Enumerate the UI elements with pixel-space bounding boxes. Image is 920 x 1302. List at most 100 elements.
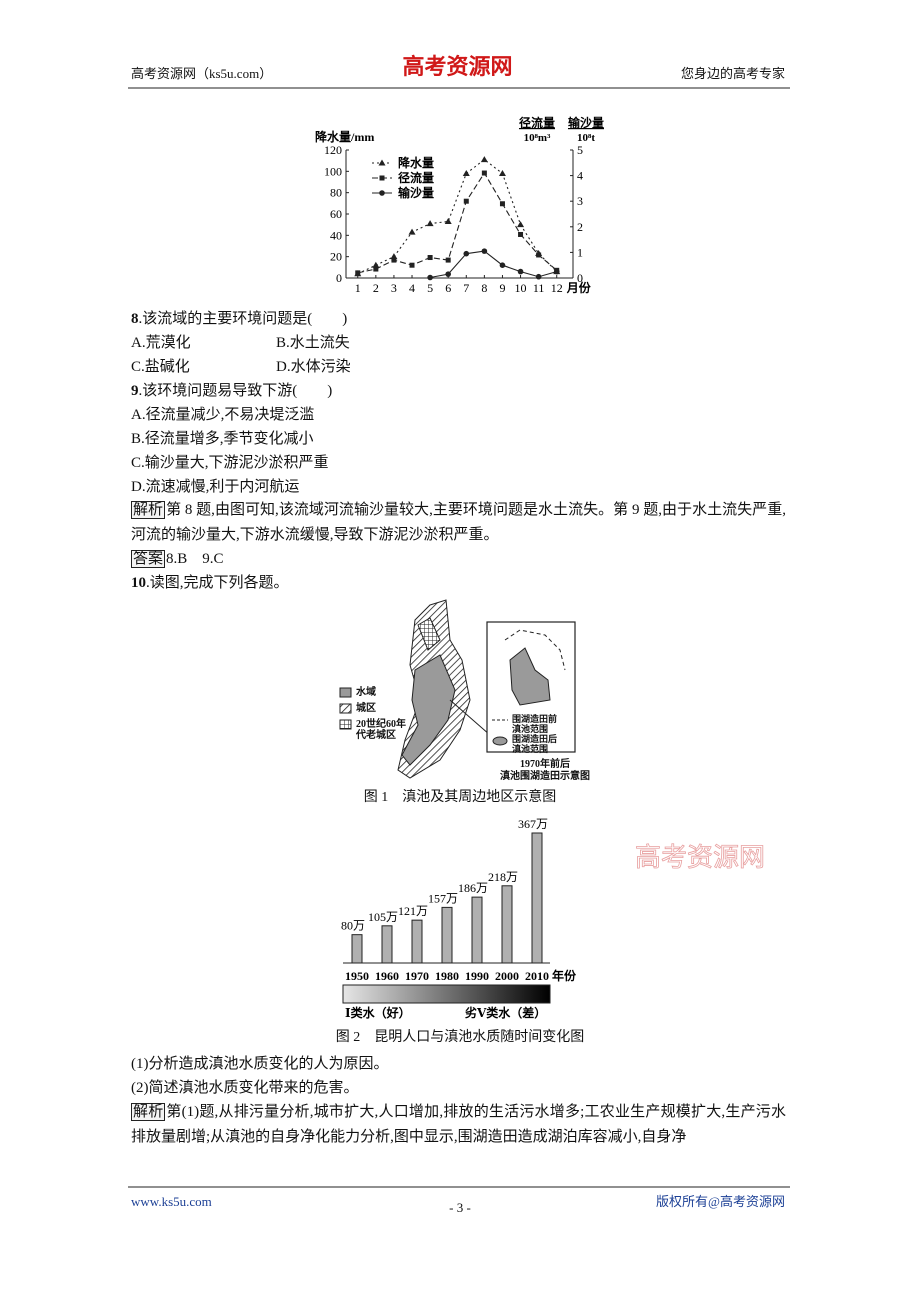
marker	[553, 268, 560, 275]
x-tick-label: 8	[481, 281, 487, 295]
value-label: 186万	[458, 881, 488, 895]
watermark: 高考资源网	[635, 843, 765, 872]
figure-caption: 图 1 滇池及其周边地区示意图	[363, 790, 557, 805]
bar	[441, 906, 453, 964]
question-stem: .该流域的主要环境问题是( )	[138, 311, 348, 327]
x-tick-label: 1980	[435, 969, 459, 983]
marker	[372, 261, 380, 268]
x-tick-label: 3	[391, 281, 397, 295]
x-tick-label: 12	[551, 281, 563, 295]
marker	[391, 257, 397, 263]
marker	[518, 231, 524, 237]
bar	[351, 934, 363, 964]
x-tick-label: 10	[515, 281, 527, 295]
x-tick-label: 5	[427, 281, 433, 295]
legend-marker	[379, 175, 385, 181]
option: B.水土流失	[276, 335, 350, 351]
bar	[531, 832, 543, 964]
y2-tick-label: 2	[577, 220, 583, 234]
y2-tick-label: 3	[577, 194, 583, 208]
legend-label: 降水量	[398, 155, 434, 170]
header-logo: 高考资源网	[402, 54, 513, 79]
x-tick-label: 1	[355, 281, 361, 295]
series-line	[357, 171, 558, 274]
analysis: 解析 第(1)题,从排污量分析,城市扩大,人口增加,排放的生活污水增多;工农业生产…	[131, 1100, 786, 1150]
y-tick-label: 40	[330, 228, 342, 242]
marker	[445, 271, 451, 277]
marker	[355, 270, 361, 276]
question: 10.读图,完成下列各题。	[131, 571, 289, 595]
header-left: 高考资源网（ks5u.com）	[131, 66, 273, 81]
y-axis-label: 降水量/mm	[315, 129, 374, 144]
x-tick-label: 11	[533, 281, 545, 295]
y-tick-label: 0	[336, 271, 342, 285]
value-label: 218万	[488, 870, 518, 884]
question-stem: .该环境问题易导致下游( )	[138, 383, 333, 399]
option: A.荒漠化	[131, 335, 191, 351]
bar	[411, 919, 423, 964]
y-tick-label: 80	[330, 186, 342, 200]
x-tick-label: 1970	[405, 969, 429, 983]
marker	[426, 220, 434, 227]
y3-axis-label: 输沙量	[568, 115, 604, 130]
answer-tag: 答案	[131, 550, 166, 568]
x-tick-label: 4	[409, 281, 415, 295]
marker	[535, 273, 542, 280]
option: B.径流量增多,季节变化减小	[131, 431, 314, 447]
marker	[427, 274, 433, 281]
footer-right: 版权所有@高考资源网	[656, 1194, 785, 1209]
marker	[427, 255, 433, 261]
scale-label: Ⅰ类水（好）	[345, 1005, 411, 1020]
option: C.盐碱化	[131, 359, 190, 375]
legend-marker	[379, 190, 385, 196]
marker	[463, 250, 470, 257]
y2-axis-unit: 10⁸m³	[524, 132, 551, 144]
bar	[471, 896, 483, 964]
value-label: 80万	[341, 919, 365, 933]
legend-label: 输沙量	[398, 185, 434, 200]
marker	[481, 248, 488, 254]
legend-label: 径流量	[398, 170, 434, 185]
marker	[536, 252, 542, 258]
inset-title: 1970年前后	[520, 759, 570, 770]
question: 9.该环境问题易导致下游( )	[131, 379, 332, 403]
marker	[408, 228, 416, 235]
y-tick-label: 20	[330, 250, 342, 264]
x-tick-label: 1960	[375, 969, 399, 983]
x-axis-label: 月份	[566, 280, 592, 295]
x-tick-label: 7	[463, 281, 469, 295]
page-number: - 3 -	[449, 1200, 471, 1215]
value-label: 157万	[428, 891, 458, 905]
question-number: 8	[131, 311, 139, 327]
marker	[480, 156, 488, 163]
x-tick-label: 2010	[525, 969, 549, 983]
map	[339, 599, 576, 779]
x-tick-label: 1950	[345, 969, 369, 983]
marker	[517, 268, 524, 275]
scale-label: 劣Ⅴ类水（差）	[465, 1005, 546, 1020]
marker	[445, 257, 451, 263]
quality-scale	[342, 984, 551, 1004]
map-legend: 水域	[356, 687, 376, 698]
inset-title: 滇池围湖造田示意图	[500, 771, 590, 782]
marker	[498, 169, 506, 176]
x-tick-label: 6	[445, 281, 451, 295]
map-legend: 城区	[356, 703, 376, 714]
footer-left: www.ks5u.com	[131, 1194, 212, 1209]
marker	[517, 221, 525, 228]
inset-legend: 围湖造田后滇池范围	[512, 734, 558, 754]
marker	[373, 266, 379, 272]
y2-axis-label: 径流量	[519, 115, 555, 130]
option: C.输沙量大,下游泥沙淤积严重	[131, 455, 329, 471]
marker	[444, 217, 452, 224]
x-tick-label: 1990	[465, 969, 489, 983]
legend-marker	[378, 159, 386, 166]
y2-tick-label: 1	[577, 245, 583, 259]
option: D.流速减慢,利于内河航运	[131, 479, 300, 495]
question-stem: .读图,完成下列各题。	[146, 575, 289, 591]
inset-legend: 围湖造田前滇池范围	[512, 714, 558, 734]
y-tick-label: 60	[330, 207, 342, 221]
marker	[481, 170, 487, 176]
marker	[499, 201, 505, 207]
